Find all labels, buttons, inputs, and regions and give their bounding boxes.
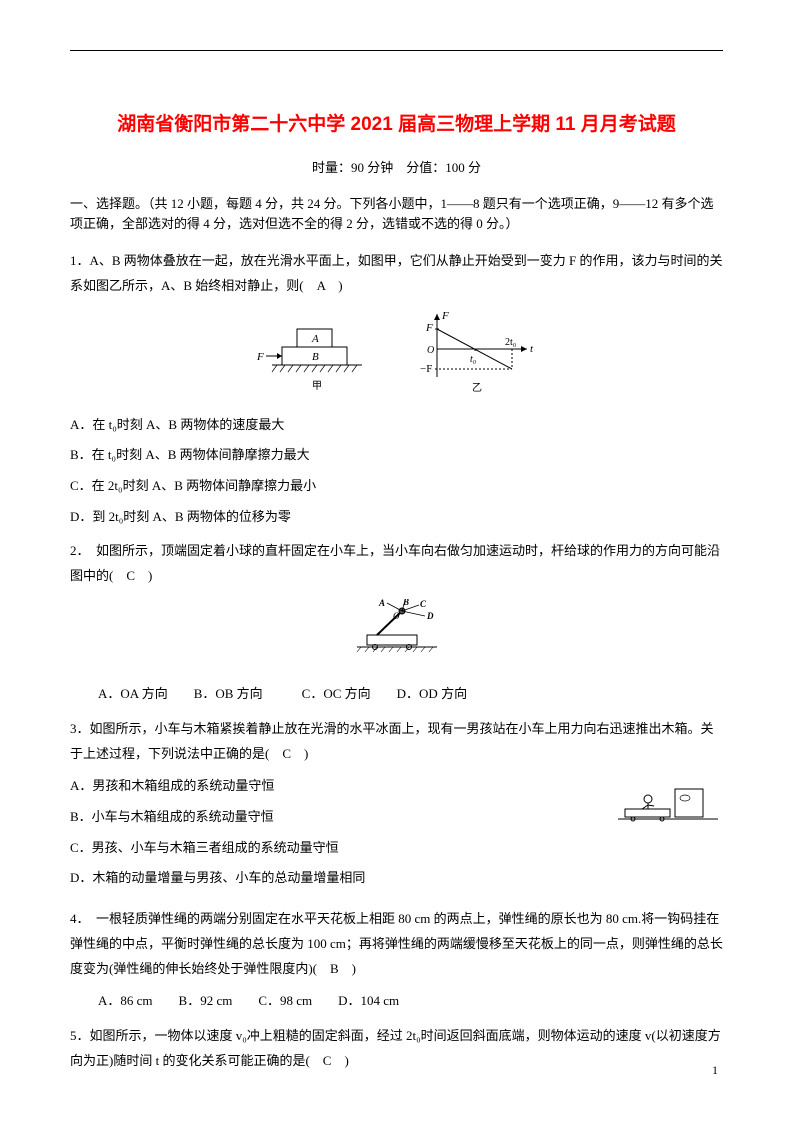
- q1-figure-left: A B F 甲: [252, 314, 382, 394]
- q1-opt-d: D．到 2t₀时刻 A、B 两物体的位移为零: [70, 505, 723, 530]
- document-subtitle: 时量：90 分钟 分值：100 分: [70, 156, 723, 179]
- svg-text:B: B: [402, 599, 409, 607]
- q3-opt-d: D．木箱的动量增量与男孩、小车的总动量增量相同: [70, 866, 723, 891]
- q1-opt-b: B．在 t₀时刻 A、B 两物体间静摩擦力最大: [70, 443, 723, 468]
- svg-text:A: A: [378, 599, 385, 608]
- svg-text:D: D: [426, 611, 434, 621]
- svg-text:O: O: [393, 611, 400, 621]
- svg-text:F: F: [425, 322, 433, 334]
- q2-text: 2． 如图所示，顶端固定着小球的直杆固定在小车上，当小车向右做匀加速运动时，杆给…: [70, 539, 723, 588]
- q5-text: 5．如图所示，一物体以速度 v₀冲上粗糙的固定斜面，经过 2t₀时间返回斜面底端…: [70, 1024, 723, 1073]
- question-5: 5．如图所示，一物体以速度 v₀冲上粗糙的固定斜面，经过 2t₀时间返回斜面底端…: [70, 1024, 723, 1073]
- svg-text:F: F: [256, 351, 264, 363]
- svg-text:C: C: [420, 599, 427, 609]
- svg-text:乙: 乙: [472, 382, 482, 394]
- q1-text: 1．A、B 两物体叠放在一起，放在光滑水平面上，如图甲，它们从静止开始受到一变力…: [70, 249, 723, 298]
- q2-figure-container: O A B C D: [70, 599, 723, 673]
- q1-figures: A B F 甲 F t F O: [70, 309, 723, 399]
- svg-text:甲: 甲: [312, 381, 322, 392]
- q2-options: A．OA 方向 B．OB 方向 C．OC 方向 D．OD 方向: [98, 682, 723, 707]
- question-4: 4． 一根轻质弹性绳的两端分别固定在水平天花板上相距 80 cm 的两点上，弹性…: [70, 907, 723, 1014]
- svg-text:O: O: [427, 345, 434, 356]
- svg-text:−F: −F: [420, 363, 432, 375]
- page-number: 1: [712, 1060, 718, 1082]
- q1-opt-c: C．在 2t₀时刻 A、B 两物体间静摩擦力最小: [70, 474, 723, 499]
- section-intro: 一、选择题。（共 12 小题，每题 4 分，共 24 分。下列各小题中，1——8…: [70, 194, 723, 236]
- question-3: 3．如图所示，小车与木箱紧挨着静止放在光滑的水平冰面上，现有一男孩站在小车上用力…: [70, 717, 723, 897]
- top-rule: [70, 50, 723, 51]
- q3-figure: [613, 774, 723, 829]
- q3-opt-c: C．男孩、小车与木箱三者组成的系统动量守恒: [70, 836, 723, 861]
- svg-text:2t₀: 2t₀: [505, 337, 517, 348]
- document-title: 湖南省衡阳市第二十六中学 2021 届高三物理上学期 11 月月考试题: [70, 108, 723, 142]
- question-2: 2． 如图所示，顶端固定着小球的直杆固定在小车上，当小车向右做匀加速运动时，杆给…: [70, 539, 723, 707]
- svg-text:B: B: [312, 351, 319, 363]
- svg-text:t: t: [530, 343, 534, 355]
- svg-text:F: F: [441, 310, 449, 322]
- q3-text: 3．如图所示，小车与木箱紧挨着静止放在光滑的水平冰面上，现有一男孩站在小车上用力…: [70, 717, 723, 766]
- q1-opt-a: A．在 t₀时刻 A、B 两物体的速度最大: [70, 413, 723, 438]
- q4-text: 4． 一根轻质弹性绳的两端分别固定在水平天花板上相距 80 cm 的两点上，弹性…: [70, 907, 723, 981]
- question-1: 1．A、B 两物体叠放在一起，放在光滑水平面上，如图甲，它们从静止开始受到一变力…: [70, 249, 723, 529]
- q1-figure-right: F t F O t₀ 2t₀ −F 乙: [412, 309, 542, 399]
- q4-options: A．86 cm B．92 cm C．98 cm D．104 cm: [98, 989, 723, 1014]
- svg-text:A: A: [311, 333, 319, 345]
- svg-text:t₀: t₀: [470, 354, 477, 365]
- q2-figure: O A B C D: [347, 599, 447, 664]
